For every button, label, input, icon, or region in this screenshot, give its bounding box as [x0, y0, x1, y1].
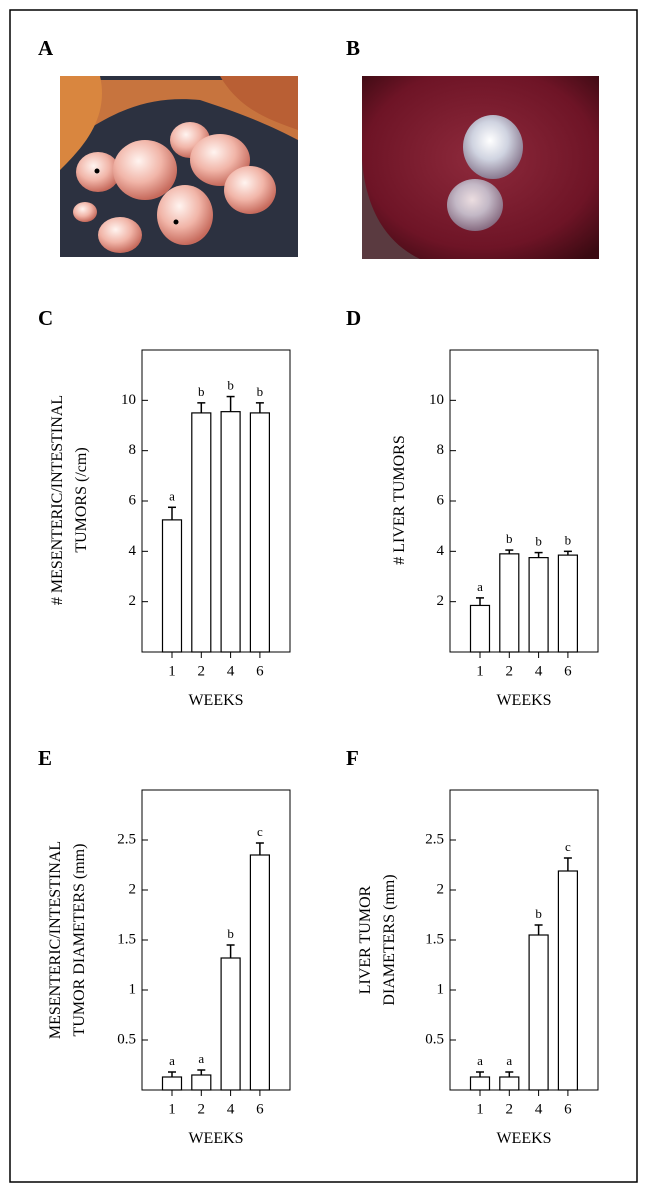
x-axis-label: WEEKS — [188, 1130, 243, 1147]
x-tick-label: 2 — [198, 663, 206, 679]
y-tick-label: 1 — [437, 981, 445, 997]
bar — [220, 411, 241, 653]
x-tick-label: 4 — [535, 1101, 543, 1117]
y-tick-label: 8 — [437, 442, 445, 458]
x-tick-label: 1 — [168, 663, 176, 679]
y-tick-label: 10 — [121, 392, 136, 408]
significance-letter: b — [198, 384, 205, 399]
y-tick-label: 6 — [437, 492, 445, 508]
bar — [161, 519, 183, 653]
x-tick-label: 4 — [227, 663, 235, 679]
bar — [528, 557, 549, 653]
y-axis-label: # MESENTERIC/INTESTINAL — [49, 395, 66, 605]
y-axis-label: # LIVER TUMORS — [391, 435, 408, 565]
panel-letter: E — [38, 746, 52, 770]
bar — [469, 604, 491, 653]
y-tick-label: 0.5 — [425, 1031, 444, 1047]
photo-b — [362, 76, 599, 259]
bar — [220, 957, 241, 1091]
significance-letter: b — [535, 534, 542, 549]
x-tick-label: 1 — [168, 1101, 176, 1117]
panel-letter: C — [38, 306, 53, 330]
bar — [499, 553, 520, 653]
significance-letter: b — [257, 384, 264, 399]
y-tick-label: 1 — [129, 981, 137, 997]
y-axis-label: TUMOR DIAMETERS (mm) — [71, 844, 88, 1037]
y-axis-label: LIVER TUMOR — [357, 885, 374, 994]
photo-a — [60, 76, 298, 257]
y-axis-label: MESENTERIC/INTESTINAL — [47, 841, 64, 1039]
x-tick-label: 6 — [564, 663, 572, 679]
panel-letter: F — [346, 746, 359, 770]
significance-letter: b — [227, 378, 234, 393]
y-tick-label: 2 — [437, 881, 445, 897]
panel-letter: A — [38, 36, 54, 60]
x-axis-label: WEEKS — [496, 692, 551, 709]
bar — [499, 1076, 520, 1091]
significance-letter: b — [535, 906, 542, 921]
panel-letter: D — [346, 306, 361, 330]
y-tick-label: 4 — [129, 543, 137, 559]
y-tick-label: 2 — [129, 881, 137, 897]
bar — [161, 1076, 183, 1091]
figure-border — [9, 9, 638, 1183]
significance-letter: a — [477, 1053, 483, 1068]
x-tick-label: 2 — [198, 1101, 206, 1117]
significance-letter: c — [565, 839, 571, 854]
significance-letter: a — [198, 1051, 204, 1066]
panel-letter: B — [346, 36, 360, 60]
y-tick-label: 2 — [129, 593, 137, 609]
x-axis-label: WEEKS — [188, 692, 243, 709]
bar — [249, 412, 270, 653]
bar — [469, 1076, 491, 1091]
y-tick-label: 2.5 — [425, 831, 444, 847]
significance-letter: a — [506, 1053, 512, 1068]
bar — [191, 412, 212, 653]
x-tick-label: 6 — [564, 1101, 572, 1117]
x-tick-label: 4 — [227, 1101, 235, 1117]
y-axis-label: DIAMETERS (mm) — [381, 874, 398, 1005]
y-tick-label: 2 — [437, 593, 445, 609]
significance-letter: b — [506, 531, 513, 546]
significance-letter: a — [169, 488, 175, 503]
y-tick-label: 1.5 — [425, 931, 444, 947]
x-tick-label: 4 — [535, 663, 543, 679]
x-tick-label: 2 — [506, 663, 514, 679]
x-tick-label: 2 — [506, 1101, 514, 1117]
y-tick-label: 1.5 — [117, 931, 136, 947]
x-tick-label: 1 — [476, 663, 484, 679]
x-tick-label: 1 — [476, 1101, 484, 1117]
x-axis-label: WEEKS — [496, 1130, 551, 1147]
bar — [528, 934, 549, 1091]
bar — [557, 554, 579, 653]
y-tick-label: 6 — [129, 492, 137, 508]
y-tick-label: 2.5 — [117, 831, 136, 847]
significance-letter: c — [257, 824, 263, 839]
x-tick-label: 6 — [256, 1101, 264, 1117]
significance-letter: b — [565, 532, 572, 547]
bar — [191, 1074, 212, 1091]
y-tick-label: 8 — [129, 442, 137, 458]
y-tick-label: 0.5 — [117, 1031, 136, 1047]
y-tick-label: 4 — [437, 543, 445, 559]
significance-letter: a — [169, 1053, 175, 1068]
bar — [249, 854, 270, 1091]
x-tick-label: 6 — [256, 663, 264, 679]
y-tick-label: 10 — [429, 392, 444, 408]
y-axis-label: TUMORS (/cm) — [73, 447, 90, 552]
bar — [557, 870, 579, 1091]
significance-letter: b — [227, 926, 234, 941]
significance-letter: a — [477, 579, 483, 594]
